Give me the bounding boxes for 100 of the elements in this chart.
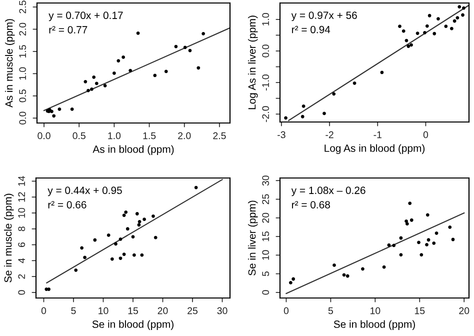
point: [425, 24, 429, 28]
point: [408, 202, 412, 206]
point: [135, 212, 139, 216]
annotation: r² = 0.66: [48, 201, 86, 208]
point: [332, 92, 336, 96]
point: [428, 14, 432, 18]
point: [137, 223, 141, 227]
point: [444, 24, 448, 28]
x-tick-label: 5: [328, 307, 333, 314]
y-tick-label: 1.0: [262, 13, 270, 26]
point: [83, 256, 86, 260]
point: [164, 70, 168, 74]
point: [112, 72, 116, 75]
y-tick-label: 10: [18, 208, 26, 218]
y-tick-label: 15: [262, 232, 270, 242]
point: [140, 253, 144, 257]
point: [50, 110, 54, 114]
point: [322, 112, 326, 116]
point: [432, 32, 436, 36]
point: [194, 186, 198, 190]
x-tick-label: 20: [459, 307, 470, 314]
point: [183, 46, 187, 50]
point: [47, 288, 50, 291]
point: [80, 246, 84, 250]
x-axis-title: Se in blood (ppm): [92, 320, 174, 330]
point: [196, 66, 200, 70]
point: [52, 114, 56, 118]
x-tick-label: -1: [374, 131, 382, 138]
x-tick-label: 0.0: [38, 132, 50, 140]
y-axis-title: Log As in liver (ppm): [248, 16, 258, 110]
point: [434, 231, 438, 235]
y-tick-label: 8: [18, 226, 26, 232]
x-tick-label: 0: [284, 307, 289, 314]
point: [380, 70, 384, 74]
point: [84, 80, 88, 84]
y-axis-title: As in muscle (ppm): [5, 19, 15, 108]
point: [118, 237, 122, 241]
point: [284, 116, 288, 120]
point: [402, 29, 406, 33]
point: [154, 236, 158, 240]
point: [202, 32, 206, 36]
annotation: y = 0.97x + 56: [291, 12, 357, 22]
x-tick-label: 1.0: [108, 132, 121, 140]
annotation: y = 1.08x – 0.26: [291, 186, 366, 196]
point: [399, 253, 403, 256]
x-tick-label: 0: [41, 307, 46, 314]
x-axis-title: As in blood (ppm): [92, 145, 174, 155]
x-axis-title: Log As in blood (ppm): [324, 144, 425, 154]
point: [398, 24, 402, 28]
y-axis-title: Se in muscle (ppm): [4, 194, 14, 282]
point: [124, 210, 128, 214]
point: [405, 222, 409, 226]
y-tick-label: 4: [18, 258, 25, 264]
annotation: r² = 0.68: [292, 201, 330, 208]
y-tick-label: 0.0: [19, 112, 26, 124]
point: [116, 59, 120, 62]
point: [300, 114, 304, 118]
x-tick-label: 10: [370, 307, 380, 314]
x-tick-label: 20: [158, 307, 168, 314]
point: [410, 218, 414, 222]
x-tick-label: 15: [414, 307, 425, 314]
y-tick-label: 2: [18, 274, 25, 279]
point: [153, 74, 157, 78]
x-tick-label: 15: [128, 307, 138, 314]
point: [94, 82, 98, 86]
x-tick-label: 5: [71, 307, 76, 314]
y-tick-label: 2.0: [19, 22, 26, 36]
point: [420, 253, 424, 256]
point: [458, 5, 462, 8]
point: [122, 252, 126, 256]
y-tick-label: 2.5: [19, 0, 26, 14]
point: [425, 243, 428, 246]
x-tick-label: -3: [278, 131, 286, 138]
point: [132, 253, 136, 257]
point: [288, 281, 292, 284]
point: [142, 218, 146, 222]
point: [423, 30, 426, 34]
point: [292, 277, 296, 281]
x-tick-label: 10: [98, 307, 108, 314]
point: [103, 84, 107, 88]
annotation: r² = 0.77: [49, 26, 88, 34]
y-tick-label: 5: [262, 271, 270, 276]
annotation: r² = 0.94: [292, 26, 330, 34]
x-tick-label: 0: [423, 131, 428, 138]
point: [456, 16, 460, 20]
y-tick-label: 0.0: [262, 44, 270, 58]
point: [462, 6, 466, 10]
x-tick-label: -2: [326, 131, 334, 138]
point: [392, 244, 396, 248]
point: [436, 17, 440, 20]
x-tick-label: 30: [217, 307, 228, 314]
x-tick-label: 0.5: [72, 132, 86, 140]
y-tick-label: 0.5: [19, 90, 26, 102]
point: [86, 88, 90, 92]
point: [387, 243, 391, 247]
point: [342, 273, 346, 277]
point: [138, 220, 142, 224]
point: [90, 88, 94, 91]
point: [352, 81, 356, 85]
point: [432, 242, 436, 245]
